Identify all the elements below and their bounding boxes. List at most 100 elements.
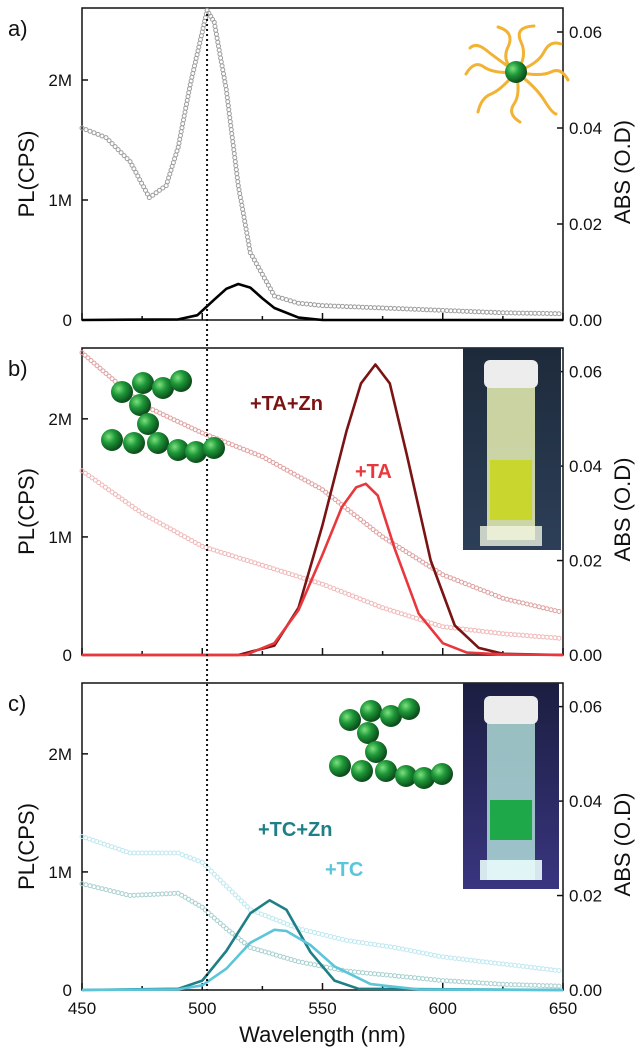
abs-data-point: [396, 544, 402, 550]
abs-data-point: [448, 625, 454, 631]
abs-data-point: [300, 301, 305, 307]
abs-data-point: [456, 956, 462, 962]
right-tick-label: 0.02: [569, 887, 602, 906]
abs-data-point: [103, 135, 109, 141]
abs-data-point: [129, 503, 135, 509]
abs-data-point: [106, 373, 112, 379]
abs-data-point: [226, 886, 232, 892]
abs-data-point: [208, 868, 214, 874]
abs-data-point: [340, 936, 345, 942]
abs-data-point: [175, 144, 181, 150]
abs-data-point: [324, 303, 329, 309]
abs-data-point: [116, 494, 122, 500]
abs-data-point: [456, 308, 462, 314]
abs-data-point: [95, 885, 101, 891]
abs-data-point: [184, 101, 189, 107]
cuvette-photo-green: [463, 683, 559, 889]
abs-data-point: [167, 171, 173, 177]
right-tick-label: 0.06: [569, 363, 602, 382]
abs-data-point: [356, 969, 362, 975]
abs-data-point: [504, 310, 510, 316]
abs-data-point: [257, 268, 263, 274]
right-tick-label: 0.00: [569, 646, 602, 665]
abs-data-point: [320, 303, 325, 309]
abs-data-point: [512, 962, 518, 968]
abs-data-point: [164, 179, 170, 185]
abs-data-point: [235, 895, 241, 901]
abs-data-point: [112, 491, 118, 497]
abs-data-point: [271, 293, 277, 299]
abs-data-point: [468, 979, 474, 985]
x-tick-label: 650: [549, 999, 577, 1018]
abs-data-point: [370, 527, 376, 532]
abs-data-point: [119, 891, 125, 897]
abs-data-point: [436, 570, 442, 576]
abs-data-point: [356, 304, 362, 310]
abs-data-point: [229, 930, 235, 936]
abs-data-point: [472, 980, 478, 986]
abs-data-point: [82, 352, 88, 358]
abs-data-point: [199, 904, 205, 910]
abs-data-point: [118, 150, 124, 156]
abs-data-point: [552, 311, 558, 317]
abs-data-point: [234, 175, 240, 181]
abs-data-point: [171, 890, 177, 896]
abs-data-point: [233, 167, 239, 173]
left-tick-label: 1M: [48, 863, 72, 882]
abs-data-point: [464, 308, 470, 314]
abs-data-point: [376, 971, 382, 977]
abs-data-point: [368, 941, 374, 947]
abs-data-point: [424, 976, 430, 982]
left-tick-label: 0: [63, 646, 72, 665]
abs-data-point: [87, 883, 93, 889]
abs-data-point: [320, 932, 325, 937]
abs-data-point: [178, 129, 184, 135]
abs-data-point: [324, 933, 329, 938]
abs-data-point: [185, 94, 191, 99]
abs-data-point: [170, 160, 176, 166]
panel-0: a) 0 1M 2M 0.00 0.02 0.04 0.06 PL(CPS) ABS (O.D): [8, 7, 635, 330]
abs-data-point: [79, 350, 85, 356]
abs-data-point: [500, 595, 506, 601]
abs-data-point: [304, 960, 309, 966]
panel-letter: c): [8, 691, 26, 716]
abs-data-point: [532, 982, 538, 988]
abs-data-point: [241, 940, 247, 946]
abs-data-point: [224, 91, 230, 97]
abs-data-point: [508, 982, 514, 988]
abs-data-point: [242, 218, 248, 224]
abs-data-point: [528, 982, 534, 988]
left-tick-label: 0: [63, 311, 72, 330]
abs-data-point: [179, 125, 185, 131]
abs-data-point: [211, 915, 217, 921]
abs-data-point: [226, 107, 232, 113]
abs-data-point: [436, 307, 442, 313]
abs-series-dots: [79, 468, 562, 641]
abs-data-point: [436, 953, 442, 959]
abs-data-point: [504, 631, 510, 637]
abs-data-point: [216, 47, 222, 53]
abs-data-point: [512, 632, 518, 638]
abs-data-point: [351, 512, 357, 518]
abs-data-point: [488, 309, 494, 315]
abs-data-point: [392, 973, 398, 979]
abs-data-point: [226, 111, 232, 117]
abs-data-point: [484, 980, 490, 986]
abs-data-point: [232, 159, 238, 165]
abs-data-point: [336, 935, 341, 941]
abs-data-point: [516, 599, 522, 605]
abs-data-point: [236, 187, 242, 193]
abs-data-point: [146, 195, 152, 201]
abs-data-point: [235, 183, 241, 189]
abs-data-point: [88, 358, 94, 363]
abs-data-point: [229, 131, 235, 137]
abs-data-point: [340, 303, 345, 309]
abs-data-point: [222, 79, 228, 85]
abs-data-point: [520, 310, 526, 316]
abs-data-point: [221, 75, 227, 81]
abs-data-point: [304, 928, 309, 934]
abs-data-point: [552, 635, 558, 641]
abs-data-point: [460, 308, 466, 314]
abs-data-point: [159, 891, 165, 897]
abs-data-point: [238, 198, 244, 204]
